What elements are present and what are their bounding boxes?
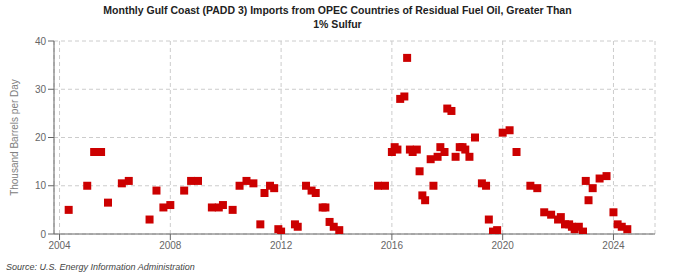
svg-text:20: 20: [35, 132, 47, 143]
html-text:Source: U.S. Energy Informatio: Source: U.S. Energy Information Administ…: [6, 262, 195, 272]
svg-text:Thousand Barrels per Day: Thousand Barrels per Day: [9, 79, 20, 196]
svg-text:2020: 2020: [492, 240, 515, 251]
svg-text:10: 10: [35, 180, 47, 191]
svg-text:0: 0: [40, 229, 46, 240]
svg-text:2024: 2024: [602, 240, 625, 251]
svg-text:40: 40: [35, 36, 47, 47]
html-text:Monthly Gulf Coast (PADD 3) Im: Monthly Gulf Coast (PADD 3) Imports from…: [103, 4, 572, 30]
svg-text:2008: 2008: [159, 240, 182, 251]
svg-text:2012: 2012: [270, 240, 293, 251]
svg-text:30: 30: [35, 84, 47, 95]
svg-text:2016: 2016: [381, 240, 404, 251]
svg-text:2004: 2004: [48, 240, 71, 251]
